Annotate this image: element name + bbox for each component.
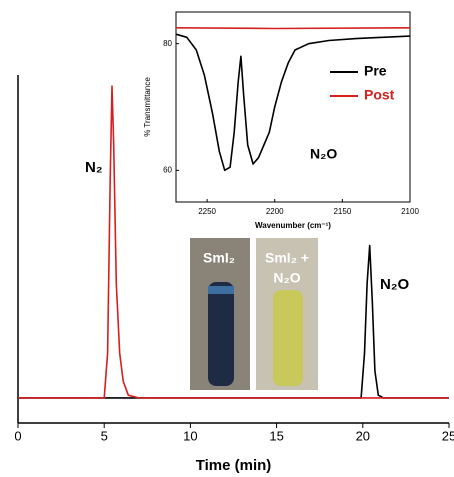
photo-label: SmI₂ bbox=[203, 250, 235, 266]
y-axis-label: % Transmittance bbox=[143, 77, 152, 137]
x-tick-label: 25 bbox=[442, 428, 454, 443]
series-line bbox=[175, 33, 411, 172]
series-line bbox=[18, 85, 449, 399]
plot-frame bbox=[175, 11, 411, 203]
x-tick-label: 0 bbox=[14, 428, 21, 443]
series-line bbox=[175, 27, 411, 30]
vial-blue bbox=[208, 282, 234, 386]
inset-chart: 2250 2200 2150 2100 60 80 Wavenumber (cm⁻¹) % T… bbox=[143, 11, 419, 230]
x-tick-label: 20 bbox=[356, 428, 370, 443]
legend-label: Pre bbox=[364, 63, 387, 79]
photo-label: SmI₂ + bbox=[265, 250, 309, 266]
legend-label: Post bbox=[364, 87, 395, 103]
main-chart: 0 5 10 15 20 25 Time (min) N₂ N₂O bbox=[14, 75, 454, 474]
x-tick-label: 2150 bbox=[333, 207, 351, 216]
y-tick-label: 60 bbox=[163, 165, 172, 174]
x-tick-label: 15 bbox=[269, 428, 283, 443]
x-tick-label: 5 bbox=[101, 428, 108, 443]
vial-yellow bbox=[273, 290, 303, 386]
x-tick-label: 2200 bbox=[266, 207, 284, 216]
x-axis-label: Wavenumber (cm⁻¹) bbox=[255, 221, 331, 230]
x-tick-label: 2100 bbox=[401, 207, 419, 216]
annotation: N₂O bbox=[310, 146, 337, 162]
x-tick-label: 10 bbox=[183, 428, 197, 443]
photo-label: N₂O bbox=[273, 270, 300, 286]
vial-photos: SmI₂ SmI₂ + N₂O bbox=[190, 238, 318, 390]
vial-blue-top bbox=[208, 286, 234, 294]
annotation: N₂ bbox=[85, 159, 103, 176]
x-axis-label: Time (min) bbox=[196, 457, 272, 474]
annotation: N₂O bbox=[380, 276, 409, 293]
series-line bbox=[18, 244, 449, 399]
x-tick-label: 2250 bbox=[198, 207, 216, 216]
y-tick-label: 80 bbox=[163, 39, 172, 48]
